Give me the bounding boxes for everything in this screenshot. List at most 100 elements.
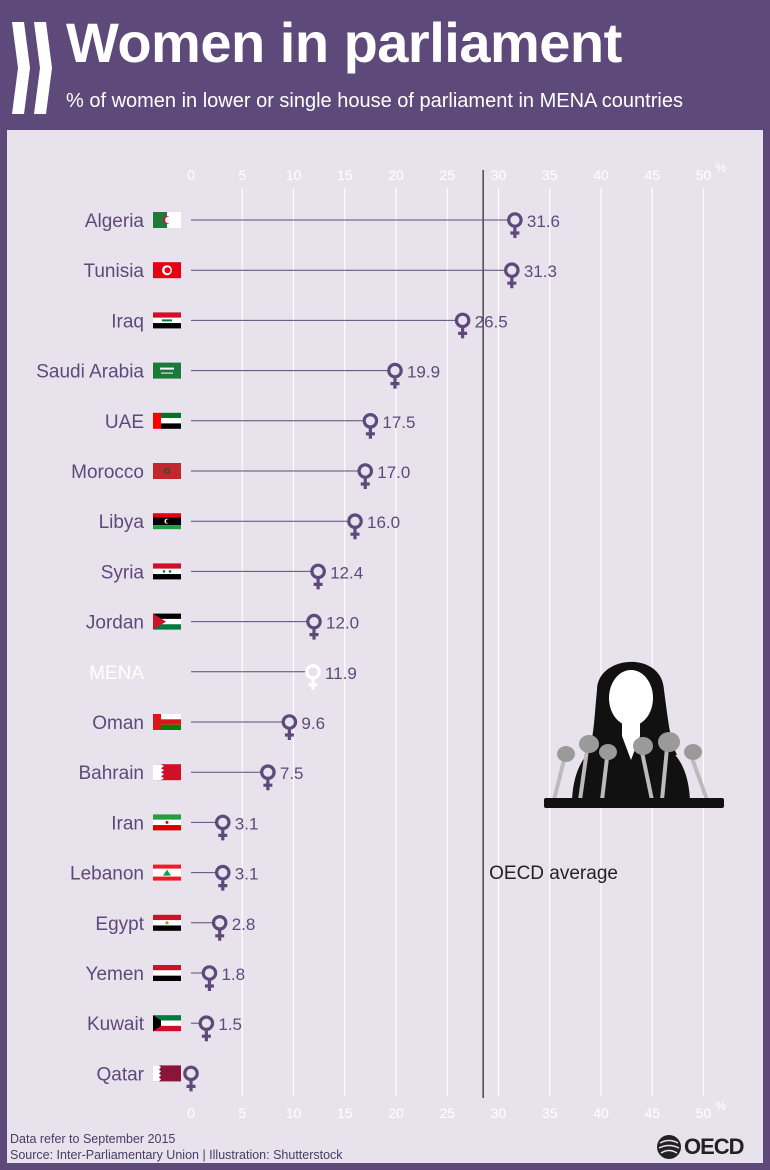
oecd-globe-icon	[657, 1135, 681, 1159]
x-tick-label-top: 0	[187, 167, 195, 183]
value-label: 2.8	[232, 915, 256, 934]
category-label: Morocco	[71, 462, 144, 483]
category-label: Libya	[99, 512, 145, 533]
x-tick-label-top: 5	[238, 167, 246, 183]
value-label: 16.0	[367, 513, 400, 532]
footer-note: Data refer to September 2015 Source: Int…	[10, 1131, 343, 1163]
female-symbol-icon	[260, 764, 276, 791]
lollipop-chart: 0 0 5 5 10 10 15 15 20 20 25 25 30 30 35 35 40 40 45 45 50 50…	[36, 161, 727, 1121]
x-tick-label-top: 25	[439, 167, 455, 183]
female-symbol-icon	[281, 714, 298, 740]
value-label: 12.0	[326, 614, 359, 633]
category-label: Lebanon	[70, 864, 144, 885]
female-symbol-icon	[198, 1015, 215, 1042]
oecd-logo-text: OECD	[684, 1134, 745, 1159]
yemen-flag-icon	[153, 965, 181, 981]
value-label: 11.9	[325, 664, 357, 683]
value-label: 1.5	[218, 1015, 242, 1034]
category-label: MENA	[89, 663, 144, 684]
category-label: Yemen	[86, 964, 144, 985]
x-tick-label-top: 40	[593, 167, 609, 183]
female-symbol-icon	[310, 563, 326, 590]
value-label: 31.6	[527, 212, 560, 231]
category-label: Algeria	[85, 211, 145, 232]
female-symbol-icon	[504, 262, 520, 289]
header: Women in parliament % of women in lower …	[0, 0, 770, 130]
iran-flag-icon	[153, 814, 181, 831]
female-symbol-icon	[347, 513, 363, 540]
female-symbol-icon	[306, 613, 322, 640]
category-label: UAE	[105, 412, 144, 433]
category-label: Syria	[101, 562, 145, 583]
syria-flag-icon	[153, 563, 181, 580]
chart-panel: 0 0 5 5 10 10 15 15 20 20 25 25 30 30 35 35 40 40 45 45 50 50…	[7, 130, 763, 1163]
value-label: 3.1	[235, 814, 259, 833]
female-symbol-icon	[387, 362, 403, 389]
oecd-logo: OECD	[656, 1134, 745, 1160]
source-note: Source: Inter-Parliamentary Union | Illu…	[10, 1148, 343, 1162]
x-tick-label-top: 35	[542, 167, 558, 183]
x-unit-label-top: %	[716, 161, 727, 175]
oecd-average-label: OECD average	[489, 863, 618, 884]
x-tick-label-bottom: 25	[439, 1105, 455, 1121]
morocco-flag-icon	[153, 463, 181, 479]
x-unit-label-bottom: %	[716, 1099, 727, 1113]
bahrain-flag-icon	[153, 764, 181, 781]
x-tick-label-bottom: 5	[238, 1105, 246, 1121]
category-label: Iraq	[111, 311, 144, 332]
category-label: Iran	[111, 813, 144, 834]
value-label: 19.9	[407, 363, 440, 382]
libya-flag-icon	[153, 513, 181, 530]
oman-flag-icon	[153, 714, 181, 730]
category-label: Bahrain	[79, 763, 145, 784]
kuwait-flag-icon	[153, 1015, 181, 1032]
x-tick-label-bottom: 45	[644, 1105, 660, 1121]
x-tick-label-bottom: 40	[593, 1105, 609, 1121]
lebanon-flag-icon	[153, 864, 181, 881]
value-label: 1.8	[221, 965, 245, 984]
category-label: Tunisia	[83, 261, 144, 282]
x-tick-label-top: 50	[696, 167, 712, 183]
female-symbol-icon	[201, 965, 218, 991]
x-tick-label-bottom: 0	[187, 1105, 195, 1121]
oecd-chevrons-icon	[12, 22, 52, 114]
page-title: Women in parliament	[66, 11, 622, 74]
value-label: 17.0	[377, 463, 410, 482]
x-tick-label-top: 10	[286, 167, 302, 183]
x-tick-label-bottom: 30	[491, 1105, 507, 1121]
egypt-flag-icon	[153, 914, 181, 931]
x-tick-label-top: 15	[337, 167, 353, 183]
x-tick-label-bottom: 20	[388, 1105, 404, 1121]
jordan-flag-icon	[153, 613, 181, 630]
qatar-flag-icon	[153, 1065, 181, 1082]
female-symbol-icon	[214, 864, 231, 891]
female-symbol-icon	[214, 814, 231, 841]
female-symbol-icon	[357, 463, 374, 489]
value-label: 7.5	[280, 764, 304, 783]
page-subtitle: % of women in lower or single house of p…	[66, 90, 683, 112]
x-tick-label-bottom: 10	[286, 1105, 302, 1121]
algeria-flag-icon	[153, 212, 181, 228]
x-tick-label-bottom: 50	[696, 1105, 712, 1121]
category-label: Qatar	[96, 1064, 144, 1085]
x-tick-label-top: 45	[644, 167, 660, 183]
female-symbol-icon	[454, 312, 471, 339]
x-tick-label-bottom: 35	[542, 1105, 558, 1121]
saudi-arabia-flag-icon	[153, 362, 181, 379]
x-tick-label-top: 20	[388, 167, 404, 183]
value-label: 12.4	[330, 563, 363, 582]
woman-speaker-at-podium-icon	[544, 661, 724, 808]
female-symbol-icon	[211, 914, 228, 941]
category-label: Kuwait	[87, 1014, 145, 1035]
female-symbol-icon	[507, 212, 523, 238]
category-label: Egypt	[95, 914, 144, 935]
female-symbol-icon	[305, 663, 321, 690]
value-label: 31.3	[524, 262, 557, 281]
category-label: Jordan	[86, 613, 144, 634]
uae-flag-icon	[153, 412, 181, 429]
female-symbol-icon	[183, 1065, 199, 1092]
tunisia-flag-icon	[153, 262, 181, 279]
category-label: Saudi Arabia	[36, 362, 144, 383]
x-tick-label-top: 30	[491, 167, 507, 183]
